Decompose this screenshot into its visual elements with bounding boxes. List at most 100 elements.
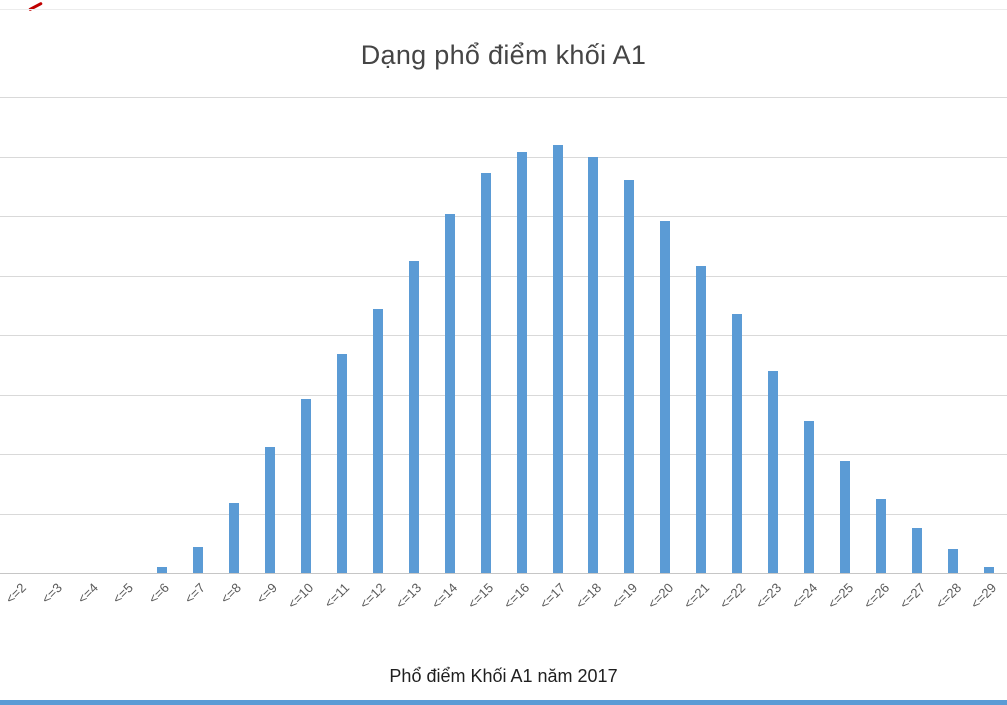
bar-<=13 (408, 261, 419, 573)
gridline (0, 97, 1007, 98)
bar-slot (36, 97, 72, 573)
gridline (0, 454, 1007, 455)
x-tick-label: <=2 (2, 580, 29, 607)
bar-slot (324, 97, 360, 573)
bar-slot (540, 97, 576, 573)
x-label-slot: <=13 (392, 573, 432, 645)
x-label-slot: <=7 (180, 573, 216, 645)
bar-slot (971, 97, 1007, 573)
bar-<=12 (372, 308, 383, 573)
x-label-slot: <=21 (680, 573, 719, 645)
gridline (0, 216, 1007, 217)
x-tick-label: <=22 (716, 580, 748, 612)
x-tick-label: <=18 (572, 580, 605, 612)
bar-<=18 (588, 156, 599, 573)
gridline (0, 394, 1007, 396)
x-label-slot: <=29 (968, 573, 1007, 645)
bar-slot (935, 97, 971, 573)
gridline (0, 156, 1007, 158)
bar-<=27 (912, 527, 923, 573)
x-label-slot: <=22 (716, 573, 755, 645)
x-label-slot: <=2 (0, 573, 36, 645)
x-tick-label: <=16 (500, 580, 533, 612)
x-label-slot: <=9 (252, 573, 288, 645)
bar-slot (288, 97, 324, 573)
x-label-slot: <=16 (500, 573, 540, 645)
chart-title: Dạng phổ điểm khối A1 (360, 40, 647, 70)
bar-slot (72, 97, 108, 573)
bar-<=8 (228, 502, 239, 573)
bar-slot (683, 97, 719, 573)
x-label-slot: <=3 (36, 573, 72, 645)
bar-slot (432, 97, 468, 573)
bar-<=24 (804, 420, 815, 573)
bar-slot (0, 97, 36, 573)
x-label-slot: <=6 (144, 573, 180, 645)
bar-<=28 (948, 549, 959, 573)
x-label-slot: <=28 (932, 573, 971, 645)
x-tick-label: <=28 (932, 580, 964, 612)
x-axis-line (0, 573, 1007, 574)
bar-<=19 (624, 180, 635, 573)
x-tick-label: <=4 (74, 580, 101, 607)
bar-<=14 (444, 213, 455, 573)
x-label-slot: <=10 (285, 573, 324, 645)
x-tick-label: <=24 (788, 580, 820, 612)
x-label-slot: <=26 (860, 573, 899, 645)
bar-slot (360, 97, 396, 573)
x-tick-label: <=19 (608, 580, 641, 612)
bar-slot (504, 97, 540, 573)
x-tick-label: <=11 (321, 580, 353, 611)
x-label-slot: <=4 (72, 573, 108, 645)
x-tick-label: <=3 (38, 580, 65, 607)
x-label-slot: <=19 (608, 573, 647, 645)
bar-<=16 (516, 151, 527, 573)
bar-slot (144, 97, 180, 573)
bar-<=9 (264, 446, 275, 573)
bar-<=15 (480, 173, 491, 573)
x-tick-label: <=21 (680, 580, 712, 612)
bar-slot (827, 97, 863, 573)
x-tick-label: <=14 (428, 580, 461, 612)
bar-<=21 (696, 265, 707, 573)
plot-area (0, 97, 1007, 574)
gridline (0, 275, 1007, 277)
x-label-slot: <=25 (824, 573, 863, 645)
bar-<=17 (552, 144, 563, 573)
bar-slot (252, 97, 288, 573)
bar-slot (396, 97, 432, 573)
bar-<=23 (768, 370, 779, 573)
x-tick-label: <=26 (860, 580, 892, 612)
bottom-strip (0, 700, 1007, 705)
x-tick-label: <=27 (896, 580, 928, 612)
bar-slot (216, 97, 252, 573)
bar-<=22 (732, 313, 743, 573)
bar-<=26 (876, 499, 887, 573)
x-tick-label: <=7 (181, 580, 209, 607)
x-tick-label: <=23 (752, 580, 784, 612)
bar-slot (576, 97, 612, 573)
x-label-slot: <=18 (572, 573, 612, 645)
x-tick-label: <=5 (110, 580, 137, 607)
x-tick-label: <=8 (217, 580, 245, 607)
chart-caption: Phổ điểm Khối A1 năm 2017 (389, 666, 618, 686)
bar-slot (899, 97, 935, 573)
bar-slot (180, 97, 216, 573)
bar-slot (719, 97, 755, 573)
x-tick-label: <=13 (392, 580, 425, 612)
x-label-slot: <=8 (216, 573, 252, 645)
x-label-slot: <=12 (356, 573, 396, 645)
x-tick-label: <=9 (253, 580, 281, 607)
x-tick-label: <=12 (356, 580, 389, 612)
top-border-line (0, 9, 1007, 10)
bar-slot (468, 97, 504, 573)
x-label-slot: <=24 (788, 573, 827, 645)
bar-<=11 (336, 354, 347, 573)
x-label-slot: <=17 (537, 573, 576, 645)
bar-slot (108, 97, 144, 573)
x-label-slot: <=11 (321, 573, 360, 645)
x-label-slot: <=23 (752, 573, 791, 645)
x-tick-label: <=29 (968, 580, 1000, 612)
bar-slot (791, 97, 827, 573)
